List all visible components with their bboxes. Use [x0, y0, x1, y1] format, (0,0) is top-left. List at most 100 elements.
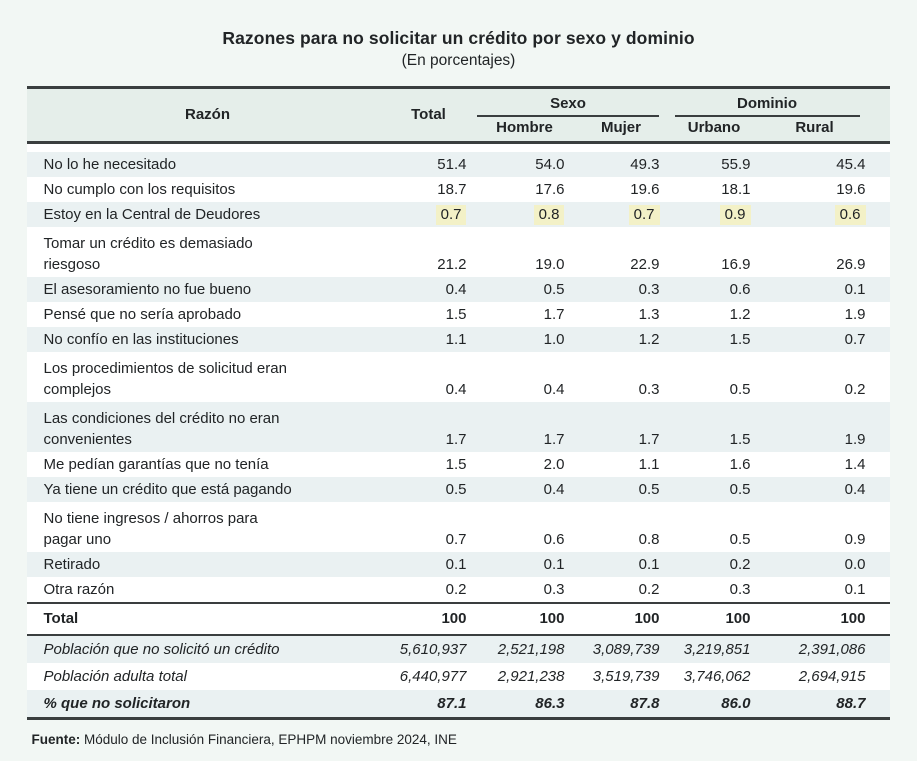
value-cell: 49.3: [630, 156, 660, 173]
value-cell: 1.7: [445, 431, 467, 448]
table-summary-section: Población que no solicitó un crédito 5,61…: [27, 635, 890, 719]
value-cell: 1.1: [638, 456, 660, 473]
value-cell: 0.5: [729, 481, 751, 498]
value-cell: 1.5: [445, 456, 467, 473]
figure-subtitle: (En porcentajes): [401, 52, 516, 69]
value-cell: 6,440,977: [399, 668, 467, 685]
table-row: El asesoramiento no fue bueno 0.4 0.5 0.3 0.…: [27, 277, 890, 302]
reason-cell: No confío en las instituciones: [43, 331, 239, 348]
value-cell: 2.0: [543, 456, 565, 473]
value-cell: 0.7: [573, 202, 668, 227]
summary-row: Población que no solicitó un crédito 5,61…: [27, 635, 890, 663]
value-cell: 3,089,739: [592, 641, 660, 658]
reason-cell: Estoy en la Central de Deudores: [43, 206, 261, 223]
value-cell: 0.3: [729, 581, 751, 598]
value-cell: 0.2: [638, 581, 660, 598]
value-cell: 0.9: [669, 202, 760, 227]
table-body: No lo he necesitado 51.4 54.0 49.3 55.9 45.4 N…: [27, 142, 890, 603]
value-cell: 0.4: [844, 481, 866, 498]
value-cell: 19.6: [836, 181, 866, 198]
value-cell: 3,519,739: [592, 668, 660, 685]
value-cell: 0.5: [445, 481, 467, 498]
value-cell: 0.3: [543, 581, 565, 598]
value-cell: 1.9: [844, 431, 866, 448]
value-cell: 5,610,937: [399, 641, 467, 658]
column-header-urbano: Urbano: [687, 118, 741, 136]
value-cell: 1.4: [844, 456, 866, 473]
value-cell: 0.4: [543, 381, 565, 398]
value-cell: 54.0: [535, 156, 565, 173]
table-row: Ya tiene un crédito que está pagando 0.5 0…: [27, 477, 890, 502]
value-cell: 0.7: [445, 531, 467, 548]
summary-label-cell: % que no solicitaron: [43, 695, 191, 712]
value-cell: 0.1: [844, 581, 866, 598]
total-row: Total 100 100 100 100 100: [27, 603, 890, 635]
column-group-dominio-label: Dominio: [674, 95, 860, 117]
value-cell: 87.8: [630, 695, 660, 712]
reason-cell: No tiene ingresos / ahorros para pagar u…: [43, 510, 258, 548]
value-cell: 1.7: [543, 306, 565, 323]
value-cell: 0.1: [844, 281, 866, 298]
value-cell: 18.7: [437, 181, 467, 198]
table-row: Pensé que no sería aprobado 1.5 1.7 1.3 1.2 1…: [27, 302, 890, 327]
value-cell: 86.0: [721, 695, 751, 712]
value-cell: 45.4: [836, 156, 866, 173]
reason-cell: Ya tiene un crédito que está pagando: [43, 481, 292, 498]
value-cell: 0.4: [445, 281, 467, 298]
reason-cell: Las condiciones del crédito no eran conv…: [43, 410, 280, 448]
value-cell: 1.9: [844, 306, 866, 323]
value-cell: 22.9: [630, 256, 660, 273]
figure-title: Razones para no solicitar un crédito por…: [222, 28, 695, 48]
value-cell: 0.2: [729, 556, 751, 573]
table-row: Las condiciones del crédito no eran conv…: [27, 402, 890, 452]
value-cell: 0.1: [445, 556, 467, 573]
value-cell: 0.6: [760, 202, 890, 227]
value-cell: 100: [539, 610, 565, 627]
reason-cell: No lo he necesitado: [43, 156, 177, 173]
value-cell: 16.9: [721, 256, 751, 273]
value-cell: 19.6: [630, 181, 660, 198]
column-group-sexo: Sexo: [475, 88, 668, 117]
highlighted-value: 0.9: [719, 205, 751, 225]
value-cell: 1.0: [543, 331, 565, 348]
reason-cell: Retirado: [43, 556, 101, 573]
value-cell: 0.3: [638, 381, 660, 398]
value-cell: 1.5: [445, 306, 467, 323]
value-cell: 0.1: [638, 556, 660, 573]
value-cell: 26.9: [836, 256, 866, 273]
highlighted-value: 0.6: [834, 205, 866, 225]
table-row: Retirado 0.1 0.1 0.1 0.2 0.0: [27, 552, 890, 577]
value-cell: 0.5: [638, 481, 660, 498]
reason-cell: Me pedían garantías que no tenía: [43, 456, 269, 473]
value-cell: 2,694,915: [798, 668, 866, 685]
value-cell: 100: [840, 610, 866, 627]
reason-cell: Otra razón: [43, 581, 115, 598]
table-row: Me pedían garantías que no tenía 1.5 2.0 1.…: [27, 452, 890, 477]
value-cell: 18.1: [721, 181, 751, 198]
value-cell: 0.2: [844, 381, 866, 398]
source-label: Fuente:: [31, 732, 81, 747]
value-cell: 1.2: [638, 331, 660, 348]
column-header-hombre: Hombre: [496, 118, 553, 136]
table-row: No confío en las instituciones 1.1 1.0 1.2 1…: [27, 327, 890, 352]
table-total-section: Total 100 100 100 100 100: [27, 603, 890, 635]
reason-cell: Tomar un crédito es demasiado riesgoso: [43, 235, 253, 273]
value-cell: 1.5: [729, 431, 751, 448]
column-header-mujer: Mujer: [600, 118, 641, 136]
table-header: Razón Total Sexo Dominio Hombre Mujer Ur…: [27, 87, 890, 142]
value-cell: 51.4: [437, 156, 467, 173]
value-cell: 0.6: [729, 281, 751, 298]
column-header-total: Total: [411, 106, 446, 124]
value-cell: 87.1: [437, 695, 467, 712]
table-row: Otra razón 0.2 0.3 0.2 0.3 0.1: [27, 577, 890, 603]
column-header-rural: Rural: [795, 118, 834, 136]
value-cell: 2,521,198: [497, 641, 565, 658]
value-cell: 1.2: [729, 306, 751, 323]
value-cell: 0.9: [844, 531, 866, 548]
value-cell: 88.7: [836, 695, 866, 712]
value-cell: 0.5: [543, 281, 565, 298]
value-cell: 1.3: [638, 306, 660, 323]
value-cell: 55.9: [721, 156, 751, 173]
highlighted-value: 0.8: [533, 205, 565, 225]
value-cell: 0.5: [729, 381, 751, 398]
